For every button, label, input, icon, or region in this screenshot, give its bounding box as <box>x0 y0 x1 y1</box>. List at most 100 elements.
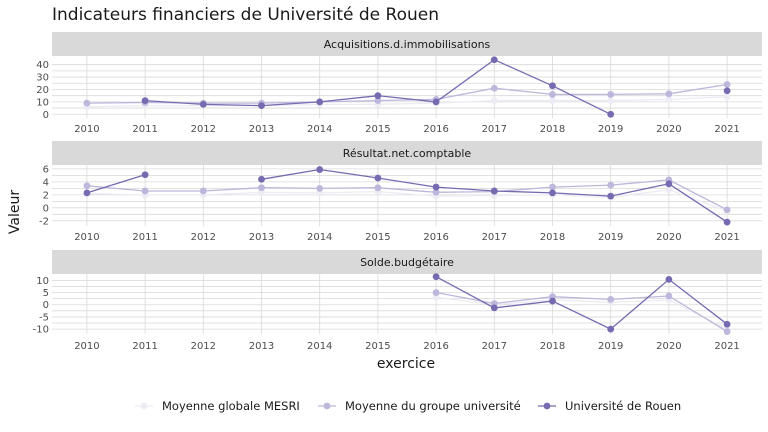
y-tick-label: 0 <box>43 203 49 214</box>
x-tick-label: 2011 <box>132 124 157 135</box>
facet-strip-label: Résultat.net.comptable <box>343 147 472 160</box>
x-tick-label: 2016 <box>423 124 448 135</box>
data-point <box>723 87 731 95</box>
data-point <box>607 110 615 118</box>
x-tick-label: 2018 <box>540 232 565 243</box>
x-tick-label: 2013 <box>249 124 274 135</box>
x-tick-label: 2020 <box>656 341 681 352</box>
data-point <box>83 182 91 190</box>
x-tick-label: 2019 <box>598 341 623 352</box>
data-point <box>607 192 615 200</box>
x-tick-label: 2015 <box>365 341 390 352</box>
x-tick-label: 2018 <box>540 124 565 135</box>
legend-item: Université de Rouen <box>538 399 681 413</box>
x-tick-label: 2021 <box>714 124 739 135</box>
data-point <box>665 275 673 283</box>
data-point <box>490 187 498 195</box>
x-tick-label: 2013 <box>249 341 274 352</box>
data-point <box>665 90 673 98</box>
x-tick-label: 2021 <box>714 232 739 243</box>
y-axis-title: Valeur <box>7 190 23 234</box>
legend-label: Université de Rouen <box>565 399 681 413</box>
data-point <box>549 183 556 191</box>
legend-label: Moyenne du groupe université <box>345 399 521 413</box>
data-point <box>549 297 556 305</box>
data-point <box>490 84 498 92</box>
data-point <box>549 82 556 90</box>
x-tick-label: 2014 <box>307 341 332 352</box>
data-point <box>258 184 265 192</box>
y-tick-label: 2 <box>43 190 49 201</box>
data-point <box>83 99 91 107</box>
y-tick-label: -2 <box>39 216 49 227</box>
y-tick-label: 0 <box>43 300 49 311</box>
x-tick-label: 2011 <box>132 341 157 352</box>
data-point <box>432 289 440 296</box>
y-tick-label: 30 <box>36 73 49 84</box>
data-point <box>141 97 149 105</box>
data-point <box>199 100 207 108</box>
legend-item: Moyenne du groupe université <box>318 399 521 413</box>
y-tick-label: 20 <box>36 85 49 96</box>
series-line <box>436 296 728 330</box>
data-point <box>374 97 382 105</box>
data-point <box>374 92 382 100</box>
facet-strip-label: Solde.budgétaire <box>360 256 454 269</box>
y-tick-label: -10 <box>33 325 49 336</box>
data-point <box>490 97 498 105</box>
x-axis-title: exercice <box>377 356 435 372</box>
series-line <box>435 291 728 333</box>
x-tick-label: 2012 <box>191 124 216 135</box>
x-tick-label: 2015 <box>365 124 390 135</box>
x-tick-label: 2017 <box>482 124 507 135</box>
data-point <box>258 102 265 109</box>
data-point <box>549 97 556 105</box>
data-point <box>723 81 731 88</box>
data-point <box>199 187 207 195</box>
data-point <box>607 325 615 333</box>
data-point <box>374 174 382 182</box>
facet-strip-label: Acquisitions.d.immobilisations <box>324 38 491 51</box>
legend-key-dot <box>140 402 148 410</box>
data-point <box>258 175 265 183</box>
data-point <box>432 98 440 106</box>
x-tick-label: 2017 <box>482 232 507 243</box>
data-point <box>607 91 615 98</box>
data-point <box>723 218 731 226</box>
x-tick-label: 2010 <box>74 124 99 135</box>
data-point <box>316 184 324 192</box>
data-point <box>316 166 324 173</box>
x-tick-label: 2011 <box>132 232 157 243</box>
facet-strip <box>52 141 762 165</box>
legend-item: Moyenne globale MESRI <box>135 399 300 413</box>
data-point <box>374 184 382 192</box>
data-point <box>723 206 731 214</box>
y-tick-label: -5 <box>39 312 49 323</box>
data-point <box>665 292 673 300</box>
data-point <box>83 189 91 197</box>
x-tick-label: 2017 <box>482 341 507 352</box>
y-tick-label: 0 <box>43 110 49 121</box>
data-point <box>432 273 440 281</box>
data-point <box>665 186 673 194</box>
y-tick-label: 10 <box>36 97 49 108</box>
x-tick-label: 2019 <box>598 232 623 243</box>
x-tick-label: 2014 <box>307 232 332 243</box>
y-tick-label: 40 <box>36 60 49 71</box>
series-line <box>86 96 728 108</box>
facet-panel: Résultat.net.comptable -2 0 2 4 6 2010 2011 2012… <box>39 141 762 243</box>
data-point <box>490 56 498 64</box>
y-tick-label: 6 <box>43 164 49 175</box>
x-tick-label: 2013 <box>249 232 274 243</box>
y-tick-label: 5 <box>43 288 49 299</box>
data-point <box>549 91 556 98</box>
x-tick-label: 2014 <box>307 124 332 135</box>
x-tick-label: 2020 <box>656 232 681 243</box>
data-point <box>723 320 731 328</box>
legend-label: Moyenne globale MESRI <box>162 399 300 413</box>
data-point <box>432 188 440 196</box>
data-point <box>141 187 149 195</box>
